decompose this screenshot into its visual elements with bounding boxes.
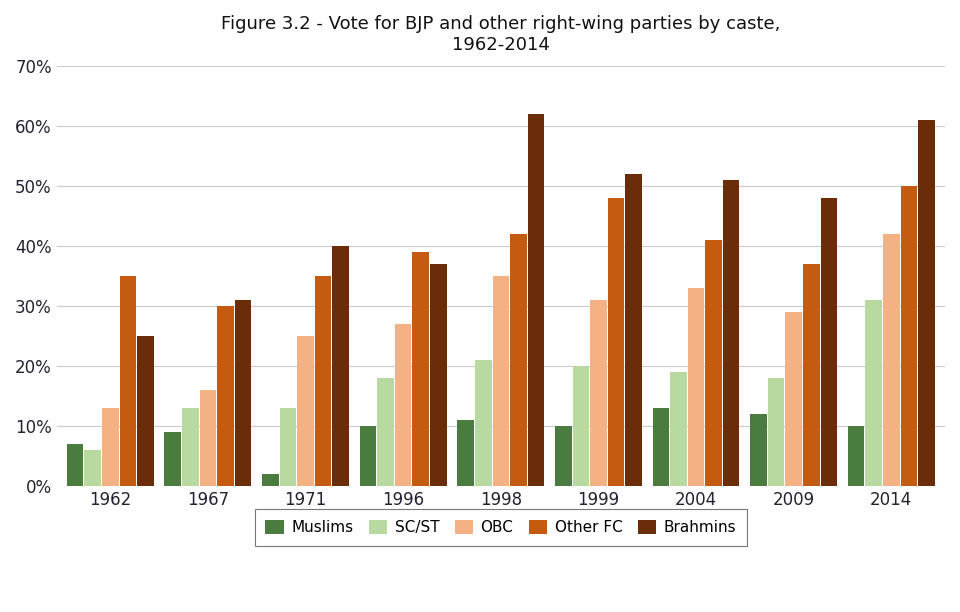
Bar xyxy=(803,264,820,487)
Bar xyxy=(528,114,544,487)
Bar xyxy=(510,234,527,487)
Bar xyxy=(572,367,589,487)
Bar xyxy=(84,450,101,487)
Bar xyxy=(590,300,607,487)
Bar xyxy=(918,121,935,487)
Bar xyxy=(298,337,314,487)
Bar xyxy=(555,427,571,487)
Bar xyxy=(182,408,199,487)
Bar xyxy=(785,313,802,487)
Bar xyxy=(475,360,492,487)
Bar xyxy=(625,174,642,487)
Title: Figure 3.2 - Vote for BJP and other right-wing parties by caste,
1962-2014: Figure 3.2 - Vote for BJP and other righ… xyxy=(221,15,780,54)
Bar xyxy=(279,408,297,487)
Bar xyxy=(262,474,278,487)
Bar xyxy=(687,288,705,487)
Bar xyxy=(706,241,722,487)
Bar xyxy=(332,247,349,487)
Bar xyxy=(670,373,686,487)
Bar xyxy=(821,198,837,487)
Bar xyxy=(164,433,181,487)
Bar xyxy=(848,427,864,487)
Bar xyxy=(67,444,84,487)
Bar xyxy=(900,187,917,487)
Bar xyxy=(137,337,154,487)
Bar xyxy=(608,198,624,487)
Bar xyxy=(750,414,767,487)
Bar xyxy=(768,378,784,487)
Bar xyxy=(492,277,509,487)
Bar xyxy=(865,300,882,487)
Legend: Muslims, SC/ST, OBC, Other FC, Brahmins: Muslims, SC/ST, OBC, Other FC, Brahmins xyxy=(254,510,747,546)
Bar xyxy=(883,234,900,487)
Bar xyxy=(413,252,429,487)
Bar xyxy=(457,420,474,487)
Bar xyxy=(653,408,669,487)
Bar xyxy=(217,307,234,487)
Bar xyxy=(200,390,216,487)
Bar xyxy=(377,378,394,487)
Bar xyxy=(723,181,739,487)
Bar xyxy=(102,408,119,487)
Bar xyxy=(395,324,412,487)
Bar xyxy=(360,427,376,487)
Bar xyxy=(430,264,446,487)
Bar xyxy=(315,277,331,487)
Bar xyxy=(120,277,136,487)
Bar xyxy=(235,300,252,487)
